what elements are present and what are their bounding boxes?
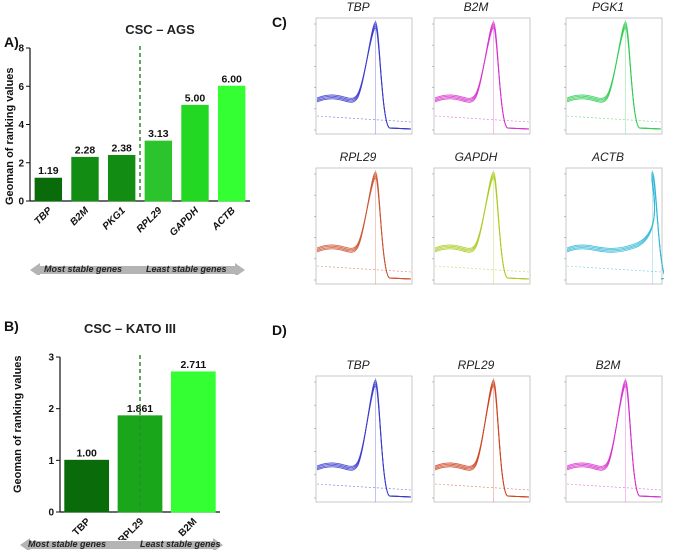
panel-label-b: B) (4, 318, 19, 334)
bar-value-label: 1.861 (127, 403, 153, 415)
melt-c-title-rpl29: RPL29 (339, 150, 377, 164)
category-label: GAPDH (168, 205, 202, 239)
bar-value-label: 6.00 (221, 73, 242, 85)
y-tick-label: 2 (18, 158, 24, 169)
most-stable-label-b: Most stable genes (28, 539, 107, 549)
bar-gapdh (181, 104, 209, 202)
bar-value-label: 2.38 (111, 142, 132, 154)
bar-value-label: 1.19 (38, 165, 59, 177)
melt-d-curve-rpl29 (432, 375, 531, 503)
melt-curve-line (566, 27, 662, 130)
melt-c-curve-gapdh (432, 167, 531, 285)
melt-c-curve-actb (564, 167, 664, 285)
bar-b2m (170, 371, 216, 513)
y-tick-label: 2 (48, 404, 54, 415)
melt-d-title-rpl29: RPL29 (457, 358, 495, 372)
melt-curve-line (316, 177, 412, 280)
panel-label-d: D) (272, 322, 287, 338)
most-stable-arrow-b (20, 538, 150, 550)
melt-curve-line (434, 27, 530, 130)
category-label: ACTB (210, 205, 238, 233)
melt-curve-line (566, 177, 664, 280)
bar-value-label: 5.00 (185, 92, 206, 104)
melt-curve-line (316, 385, 412, 498)
melt-c-curve-rpl29 (314, 167, 413, 285)
melt-c-title-actb: ACTB (591, 150, 624, 164)
melt-curve-line (434, 177, 530, 280)
melt-c-curve-pgk1 (564, 17, 663, 135)
y-tick-label: 0 (48, 508, 54, 519)
chart-a: 0 2 4 6 8 1.19 TBP 2.28 B2M 2.38 PKG1 3.13 RPL29 5.00… (18, 44, 250, 239)
melt-c-curve-b2m (432, 17, 531, 135)
y-tick-label: 0 (18, 197, 24, 208)
melt-c-curve-tbp (314, 17, 413, 135)
bar-rpl29 (144, 140, 173, 202)
melt-c-title-b2m: B2M (463, 0, 489, 14)
chart-b-title: CSC – KATO III (84, 321, 176, 336)
bar-value-label: 2.28 (75, 144, 96, 156)
melt-d-title-b2m: B2M (595, 358, 621, 372)
melt-curve-line (566, 385, 662, 498)
panel-label-a: A) (4, 34, 19, 50)
bar-actb (217, 85, 246, 202)
plot-frame (565, 167, 663, 285)
category-label: TBP (71, 516, 93, 538)
bar-value-label: 2.711 (180, 359, 206, 371)
least-stable-label-a: Least stable genes (146, 264, 227, 274)
melt-c-title-tbp: TBP (346, 0, 370, 14)
least-stable-label-b: Least stable genes (140, 539, 221, 549)
bar-value-label: 3.13 (148, 128, 169, 140)
panel-label-c: C) (272, 14, 287, 30)
melt-curve-line (434, 385, 530, 498)
most-stable-arrow-a (30, 263, 160, 275)
bar-pkg1 (107, 154, 136, 202)
melt-d-title-tbp: TBP (346, 358, 370, 372)
y-tick-label: 6 (18, 82, 24, 93)
melt-c-title-gapdh: GAPDH (454, 150, 498, 164)
category-label: TBP (33, 205, 55, 227)
bar-value-label: 1.00 (76, 447, 97, 459)
least-stable-arrow-b (118, 538, 223, 550)
melt-d-curve-b2m (564, 375, 663, 503)
category-label: RPL29 (116, 516, 146, 540)
melt-d-curve-tbp (314, 375, 413, 503)
chart-a-title: CSC – AGS (125, 22, 195, 37)
chart-b: 0 1 2 3 1.00 TBP 1.861 RPL29 2.711 B2M (48, 353, 220, 540)
bar-tbp (64, 459, 110, 513)
bar-b2m (71, 156, 99, 202)
melt-c-title-pgk1: PGK1 (591, 0, 624, 14)
least-stable-arrow-a (135, 263, 245, 275)
category-label: RPL29 (135, 205, 165, 235)
bar-tbp (34, 177, 63, 202)
y-tick-label: 3 (48, 353, 54, 364)
category-label: B2M (177, 516, 200, 539)
category-label: PKG1 (101, 205, 128, 232)
y-tick-label: 8 (18, 44, 24, 55)
category-label: B2M (68, 205, 91, 228)
y-tick-label: 1 (48, 456, 54, 467)
y-tick-label: 4 (18, 120, 24, 131)
most-stable-label-a: Most stable genes (44, 264, 123, 274)
melt-curve-line (316, 27, 412, 130)
